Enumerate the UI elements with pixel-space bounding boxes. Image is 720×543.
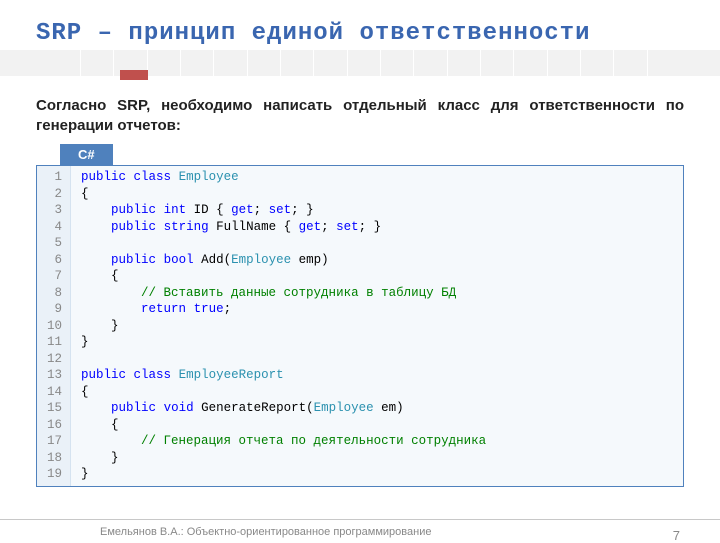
line-number: 10 (47, 318, 62, 335)
line-number: 1 (47, 169, 62, 186)
line-number: 6 (47, 252, 62, 269)
code-line: { (81, 417, 486, 434)
accent-bar (120, 70, 148, 80)
code-content: public class Employee{ public int ID { g… (71, 166, 496, 486)
footer-author: Емельянов В.А.: Объектно-ориентированное… (100, 526, 431, 540)
line-number: 3 (47, 202, 62, 219)
line-number: 13 (47, 367, 62, 384)
code-gutter: 12345678910111213141516171819 (37, 166, 71, 486)
code-line: public class EmployeeReport (81, 367, 486, 384)
code-line: // Генерация отчета по деятельности сотр… (81, 433, 486, 450)
code-line: } (81, 466, 486, 483)
code-line: } (81, 318, 486, 335)
code-line: public bool Add(Employee emp) (81, 252, 486, 269)
code-line: public string FullName { get; set; } (81, 219, 486, 236)
code-line (81, 351, 486, 368)
code-block: C# 12345678910111213141516171819 public … (36, 144, 684, 487)
line-number: 15 (47, 400, 62, 417)
code-line: public void GenerateReport(Employee em) (81, 400, 486, 417)
code-line (81, 235, 486, 252)
code-box: 12345678910111213141516171819 public cla… (36, 165, 684, 487)
code-line: { (81, 384, 486, 401)
code-line: { (81, 186, 486, 203)
line-number: 19 (47, 466, 62, 483)
line-number: 7 (47, 268, 62, 285)
line-number: 5 (47, 235, 62, 252)
line-number: 14 (47, 384, 62, 401)
page-number: 7 (673, 528, 680, 543)
line-number: 11 (47, 334, 62, 351)
line-number: 16 (47, 417, 62, 434)
code-line: return true; (81, 301, 486, 318)
line-number: 8 (47, 285, 62, 302)
header-band (0, 50, 720, 76)
code-line: { (81, 268, 486, 285)
line-number: 4 (47, 219, 62, 236)
code-line: } (81, 334, 486, 351)
line-number: 9 (47, 301, 62, 318)
line-number: 2 (47, 186, 62, 203)
code-line: public class Employee (81, 169, 486, 186)
footer: Емельянов В.А.: Объектно-ориентированное… (0, 519, 720, 526)
header-ticks (80, 50, 680, 76)
line-number: 17 (47, 433, 62, 450)
line-number: 12 (47, 351, 62, 368)
code-line: public int ID { get; set; } (81, 202, 486, 219)
intro-text: Согласно SRP, необходимо написать отдель… (36, 96, 684, 137)
line-number: 18 (47, 450, 62, 467)
code-line: } (81, 450, 486, 467)
code-line: // Вставить данные сотрудника в таблицу … (81, 285, 486, 302)
code-language-tab: C# (60, 144, 113, 165)
page-title: SRP – принцип единой ответственности (36, 20, 590, 47)
